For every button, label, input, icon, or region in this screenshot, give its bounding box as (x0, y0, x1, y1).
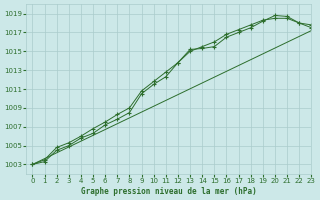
X-axis label: Graphe pression niveau de la mer (hPa): Graphe pression niveau de la mer (hPa) (81, 187, 257, 196)
